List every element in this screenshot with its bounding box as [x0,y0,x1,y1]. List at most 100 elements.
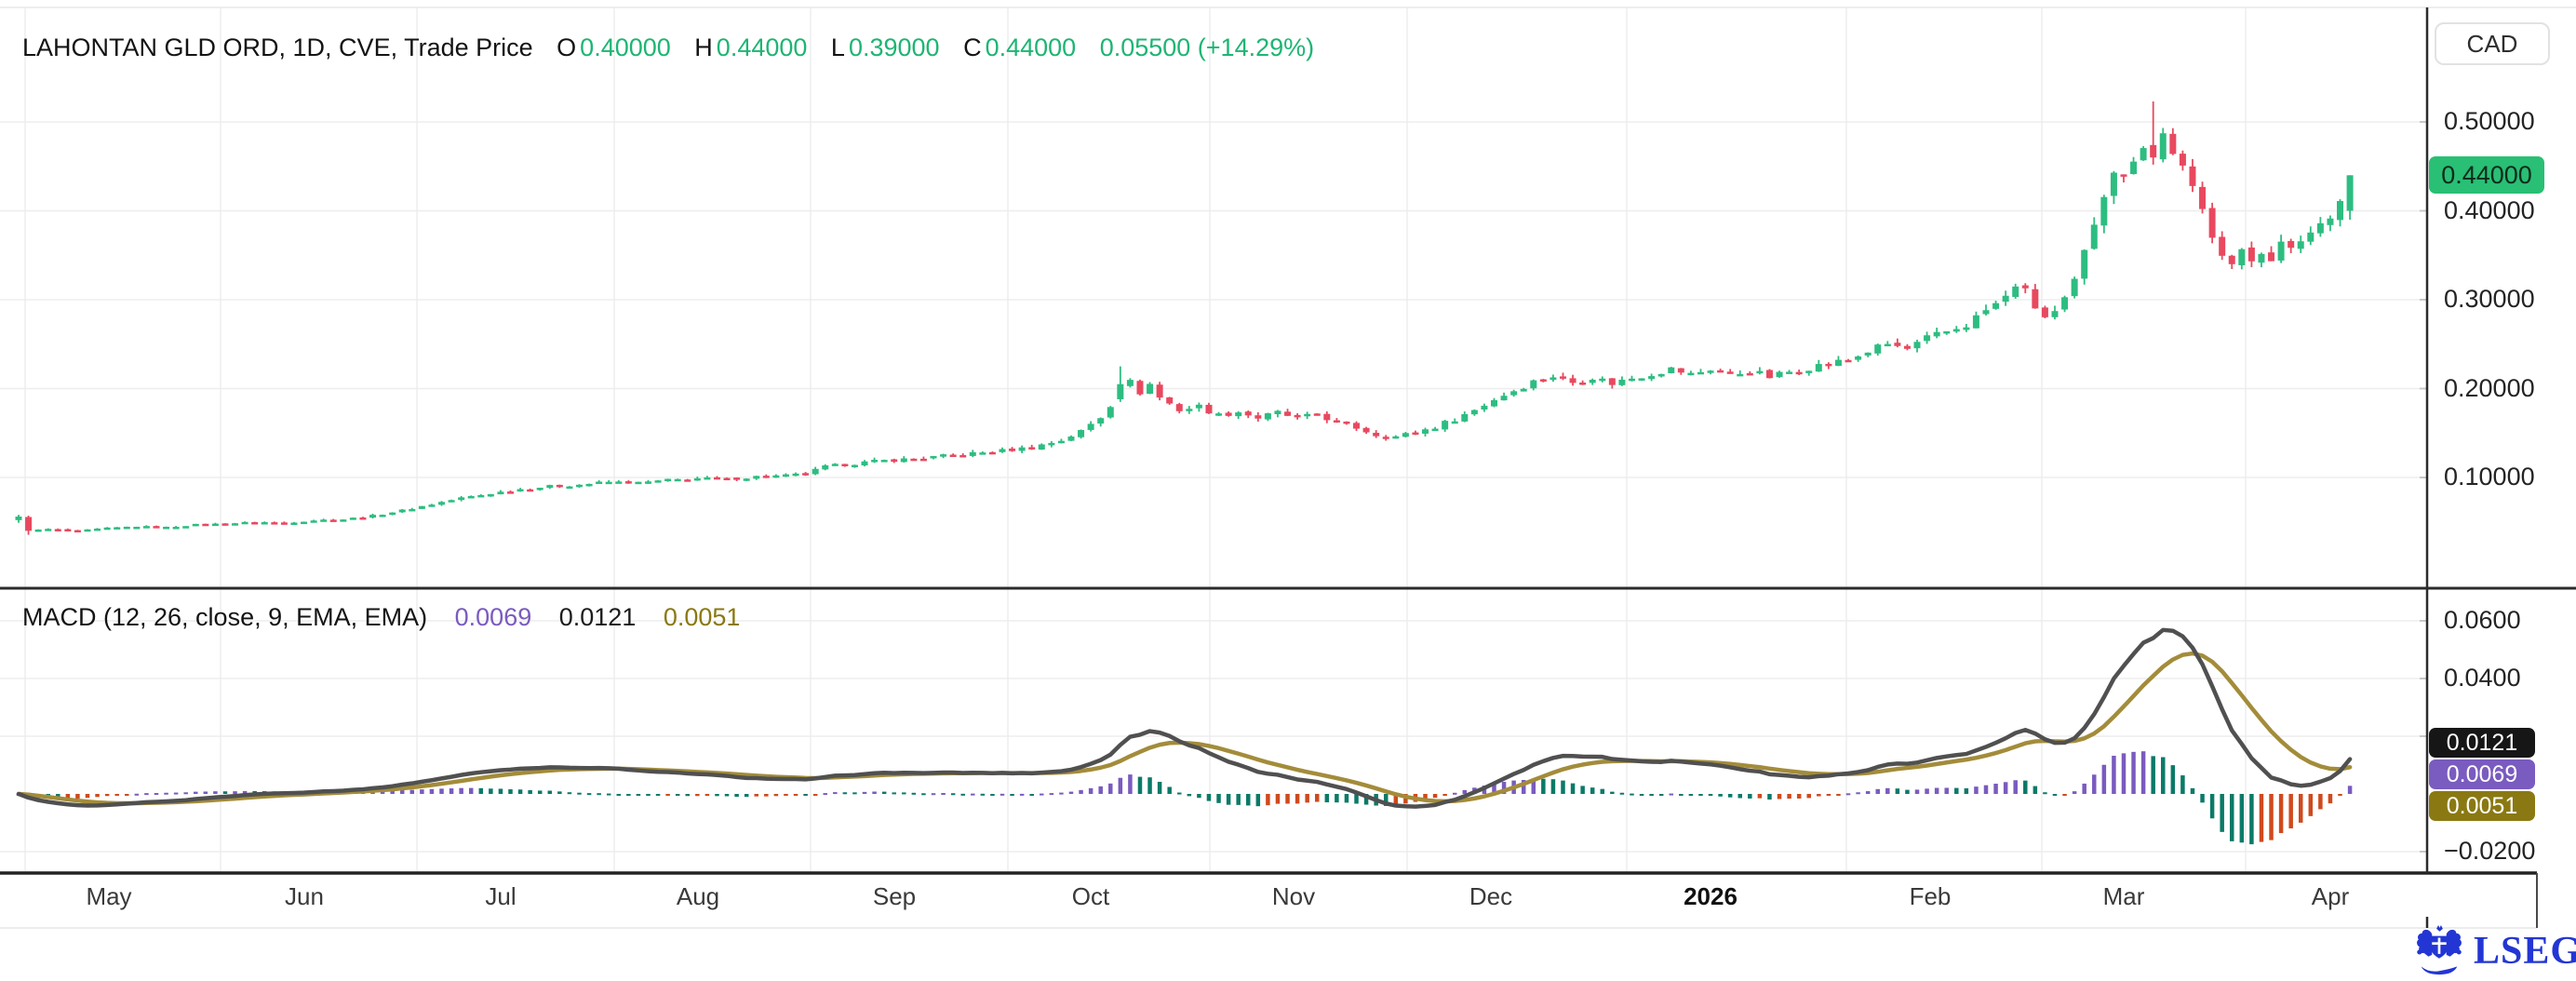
time-axis-label-mar: Mar [2102,882,2145,910]
macd-histogram-bar [960,793,965,796]
macd-histogram-bar [1737,794,1742,799]
candle-body [1470,410,1478,415]
candle-body [517,489,524,492]
axis-tick-label: 0.0600 [2444,606,2521,634]
candle-body [2238,249,2246,266]
candle-body [84,529,91,532]
macd-histogram-bar [902,792,906,795]
candle-body [1530,380,1537,389]
candle-body [301,521,308,525]
low-value: 0.39000 [848,34,940,61]
candle-body [575,484,583,488]
candle-body [1707,370,1714,373]
macd-histogram-bar [1531,778,1536,794]
macd-histogram-bar [1974,786,1979,794]
macd-histogram-bar [1895,788,1900,794]
candle-body [861,461,868,466]
macd-histogram-bar [1934,787,1939,794]
high-value: 0.44000 [716,34,808,61]
macd-histogram-bar [2140,751,2146,794]
macd-histogram-bar [1216,794,1221,803]
macd-histogram-bar [2003,782,2008,794]
macd-histogram-bar [1314,794,1320,802]
candle-body [251,522,259,525]
candle-body [2140,148,2147,161]
candle-body [211,523,219,527]
candle-body [713,477,720,480]
candle-body [979,452,986,455]
candle-body [919,458,927,462]
macd-histogram-bar [390,790,395,794]
candle-body [2041,307,2048,317]
candle-body [2208,208,2216,238]
candle-body [192,523,199,527]
candle-body [182,526,190,529]
candle-body [1539,379,1547,383]
candle-body [153,526,160,529]
macd-histogram-bar [1590,787,1595,794]
currency-button[interactable]: CAD [2435,22,2550,65]
macd-histogram-bar [1521,780,1526,794]
macd-histogram-bar [1442,794,1447,796]
macd-histogram-bar [1393,794,1399,806]
macd-histogram-bar [1452,792,1457,795]
macd-histogram-bar [1796,794,1802,799]
candle-body [15,517,22,520]
macd-histogram-bar [2131,751,2136,794]
macd-histogram-bar [2112,755,2116,794]
macd-histogram-bar [793,794,798,796]
candle-body [271,522,278,525]
macd-histogram-bar [1088,787,1093,794]
candle-body [2169,133,2177,155]
macd-histogram-bar [577,792,582,795]
candle-body [2061,297,2069,310]
macd-histogram-bar [842,792,848,795]
macd-histogram-bar [773,794,779,797]
macd-histogram-bar [862,791,867,794]
macd-histogram-bar [1787,794,1791,800]
macd-histogram-bar [1118,777,1123,794]
macd-histogram-bar [154,793,159,796]
time-axis-label-oct: Oct [1071,882,1110,910]
candle-body [2159,133,2167,160]
candle-body [605,481,612,485]
macd-histogram-bar [1669,793,1674,796]
candle-body [1038,444,1045,450]
candle-body [1442,421,1449,430]
time-axis-label-apr: Apr [2311,882,2350,910]
macd-histogram-bar [1875,788,1880,794]
time-axis-label-sep: Sep [872,882,917,910]
candle-body [1982,310,1990,315]
time-axis-label-nov: Nov [1271,882,1316,910]
high-label: H [694,34,713,61]
axis-tick-label: 0.10000 [2444,463,2535,490]
macd-histogram-bar [892,792,896,795]
candle-body [1550,377,1557,381]
macd-histogram-bar [1550,779,1556,794]
candle-body [398,509,406,513]
macd-histogram-bar [1167,786,1172,794]
macd-histogram-bar [1748,794,1752,799]
candle-body [172,527,180,530]
macd-histogram-bar [754,794,758,797]
macd-histogram-bar [586,793,592,796]
macd-histogram-bar [2200,794,2205,803]
axis-tick-label: 0.30000 [2444,285,2535,313]
candle-body [310,520,317,523]
macd-histogram-bar [2239,794,2245,843]
candle-body [1815,364,1822,372]
macd-histogram-bar [1187,794,1192,797]
candle-body [2071,278,2078,297]
macd-histogram-bar [1885,787,1890,794]
candle-body [596,481,603,485]
macd-histogram-bar [1246,794,1251,806]
macd-histogram-bar [1561,780,1565,794]
macd-histogram-bar [812,794,818,796]
candle-body [1845,359,1852,363]
macd-histogram-bar [2023,780,2028,794]
candle-body [999,449,1006,452]
candle-body [497,491,504,495]
macd-histogram-bar [833,792,838,795]
candle-body [1913,342,1921,349]
